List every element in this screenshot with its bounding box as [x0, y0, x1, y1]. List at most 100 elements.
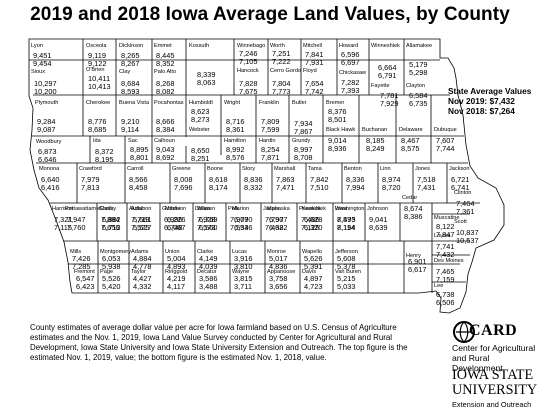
- county-name: Johnson: [367, 206, 388, 212]
- county-name: Grundy: [292, 138, 311, 144]
- county-value-2019: 7,486: [301, 215, 320, 224]
- county-value-2019: 8,376: [328, 107, 347, 116]
- county-name: Butler: [292, 100, 307, 106]
- county-value-2019: 7,282: [341, 78, 360, 87]
- county-value-2019: 6,628: [304, 215, 323, 224]
- county-value-2019: 8,122: [436, 222, 455, 231]
- county-name: Hardin: [259, 138, 275, 144]
- county-value-2019: 5,004: [167, 254, 186, 263]
- county-value-2018: 6,748: [164, 223, 183, 232]
- county-value-2019: 5,179: [409, 60, 428, 69]
- county-value-2019: 4,149: [199, 254, 218, 263]
- county-name: Allamakee: [406, 43, 432, 49]
- county-value-2018: 8,251: [191, 154, 210, 163]
- county-value-2019: 8,254: [261, 145, 280, 154]
- county-value-2018: 7,847: [436, 230, 455, 239]
- county-name: Ida: [93, 138, 102, 144]
- county-value-2018: 7,813: [81, 183, 100, 192]
- county-name: Floyd: [303, 68, 317, 74]
- county-value-2018: 6,320: [304, 223, 323, 232]
- county-value-2018: 8,692: [156, 153, 175, 162]
- county-value-2019: 6,547: [76, 274, 95, 283]
- county-name: Iowa: [335, 206, 348, 212]
- county-value-2018: 6,536: [234, 223, 253, 232]
- county-value-2018: 9,087: [37, 125, 56, 134]
- county-value-2018: 6,560: [199, 223, 218, 232]
- county-name: O'Brien: [86, 67, 104, 73]
- county-name: Mahaska: [267, 206, 291, 212]
- county-name: Dubuque: [434, 127, 457, 133]
- county-value-2018: 6,741: [451, 183, 470, 192]
- county-value-2019: 8,895: [130, 145, 149, 154]
- county-value-2019: 3,586: [199, 274, 218, 283]
- county-name: Marshall: [274, 166, 295, 172]
- county-value-2018: 4,893: [167, 262, 186, 271]
- county-name: Monroe: [267, 249, 286, 255]
- county-value-2018: 8,685: [88, 125, 107, 134]
- county-value-2018: 5,391: [304, 262, 323, 271]
- county-name: Montgomery: [100, 249, 131, 255]
- county-name: Clinton: [454, 190, 471, 196]
- county-name: Carroll: [127, 166, 143, 172]
- county-name: Des Moines: [434, 258, 464, 264]
- county-value-2019: 9,451: [33, 51, 52, 60]
- county-name: Emmet: [154, 43, 172, 49]
- county-value-2018: 8,384: [156, 125, 175, 134]
- county-value-2019: 7,465: [436, 267, 455, 276]
- county-value-2019: 8,008: [174, 175, 193, 184]
- county-value-2019: 7,251: [272, 49, 291, 58]
- county-value-2019: 5,626: [304, 254, 323, 263]
- county-name: Hamilton: [224, 138, 246, 144]
- county-value-2019: 7,464: [456, 199, 475, 208]
- county-value-2019: 7,518: [417, 175, 436, 184]
- county-value-2018: 8,575: [401, 144, 420, 153]
- county-value-2019: 7,828: [239, 79, 258, 88]
- county-value-2018: 7,432: [436, 250, 455, 259]
- county-name: Pocahontas: [154, 100, 184, 106]
- county-name: Cherokee: [86, 100, 110, 106]
- county-value-2018: 4,836: [269, 262, 288, 271]
- county-value-2018: 7,534: [230, 223, 249, 232]
- county-value-2018: 8,063: [197, 78, 216, 87]
- county-value-2019: 8,776: [88, 117, 107, 126]
- county-value-2019: 6,901: [408, 257, 427, 266]
- county-name: Polk: [228, 206, 239, 212]
- county-value-2018: 6,735: [409, 99, 428, 108]
- county-value-2019: 6,873: [38, 147, 57, 156]
- county-name: Warren: [197, 206, 215, 212]
- county-value-2019: 6,584: [409, 91, 428, 100]
- county-value-2018: 7,599: [261, 125, 280, 134]
- county-value-2019: 8,265: [121, 51, 140, 60]
- county-name: Fayette: [371, 83, 390, 89]
- county-value-2019: 6,770: [234, 215, 253, 224]
- county-name: Calhoun: [154, 138, 175, 144]
- county-value-2019: 4,884: [133, 254, 152, 263]
- county-value-2019: 9,043: [156, 145, 175, 154]
- county-value-2018: 7,773: [272, 87, 291, 96]
- county-value-2019: 6,721: [451, 175, 470, 184]
- county-name: Osceola: [86, 43, 107, 49]
- county-value-2019: 6,053: [102, 254, 121, 263]
- county-name: Delaware: [399, 127, 423, 133]
- county-value-2018: 6,416: [41, 183, 60, 192]
- county-value-2019: 7,928: [197, 215, 216, 224]
